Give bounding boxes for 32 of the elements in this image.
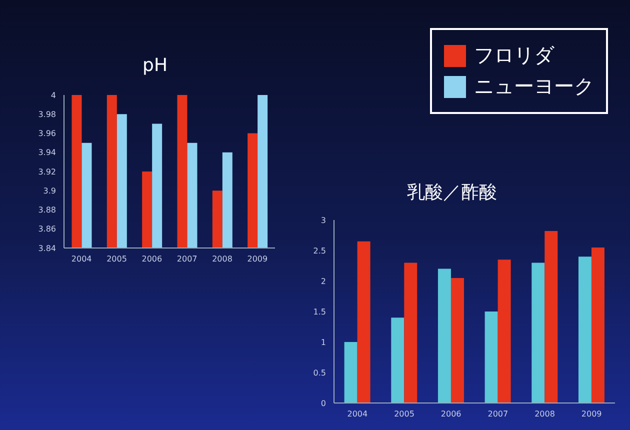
x-tick-label: 2007 xyxy=(176,254,198,264)
y-tick-label: 3 xyxy=(320,216,326,225)
x-tick-label: 2004 xyxy=(71,254,92,264)
chart-title: 乳酸／酢酸 xyxy=(406,181,498,204)
x-tick-label: 2004 xyxy=(347,410,368,419)
y-tick-label: 0.5 xyxy=(313,368,326,378)
x-tick-label: 2006 xyxy=(440,410,462,419)
x-tick-label: 2005 xyxy=(394,410,414,419)
legend-label: ニューヨーク xyxy=(474,73,594,100)
y-tick-label: 3.96 xyxy=(38,129,56,138)
y-tick-label: 3.88 xyxy=(38,206,56,215)
y-tick-label: 3.86 xyxy=(38,224,56,234)
chart-title: pH xyxy=(142,55,168,76)
x-tick-label: 2008 xyxy=(534,410,555,419)
y-tick-label: 2.5 xyxy=(313,246,326,256)
x-tick-label: 2007 xyxy=(488,410,508,419)
x-tick-label: 2009 xyxy=(581,410,602,419)
y-tick-label: 2 xyxy=(320,276,326,286)
y-tick-label: 3.92 xyxy=(38,167,56,176)
y-tick-label: 1.5 xyxy=(313,307,326,316)
y-tick-label: 3.98 xyxy=(38,110,56,119)
y-tick-label: 3.84 xyxy=(38,244,56,253)
x-tick-label: 2008 xyxy=(212,254,232,264)
y-tick-label: 4 xyxy=(50,90,56,100)
x-tick-label: 2005 xyxy=(106,254,127,264)
y-tick-label: 3.94 xyxy=(38,148,56,158)
y-tick-label: 0 xyxy=(320,398,326,408)
y-tick-label: 1 xyxy=(320,338,326,347)
x-tick-label: 2009 xyxy=(247,254,268,264)
x-tick-label: 2006 xyxy=(142,254,162,264)
y-tick-label: 3.9 xyxy=(43,186,56,196)
legend-label: フロリダ xyxy=(474,42,554,69)
